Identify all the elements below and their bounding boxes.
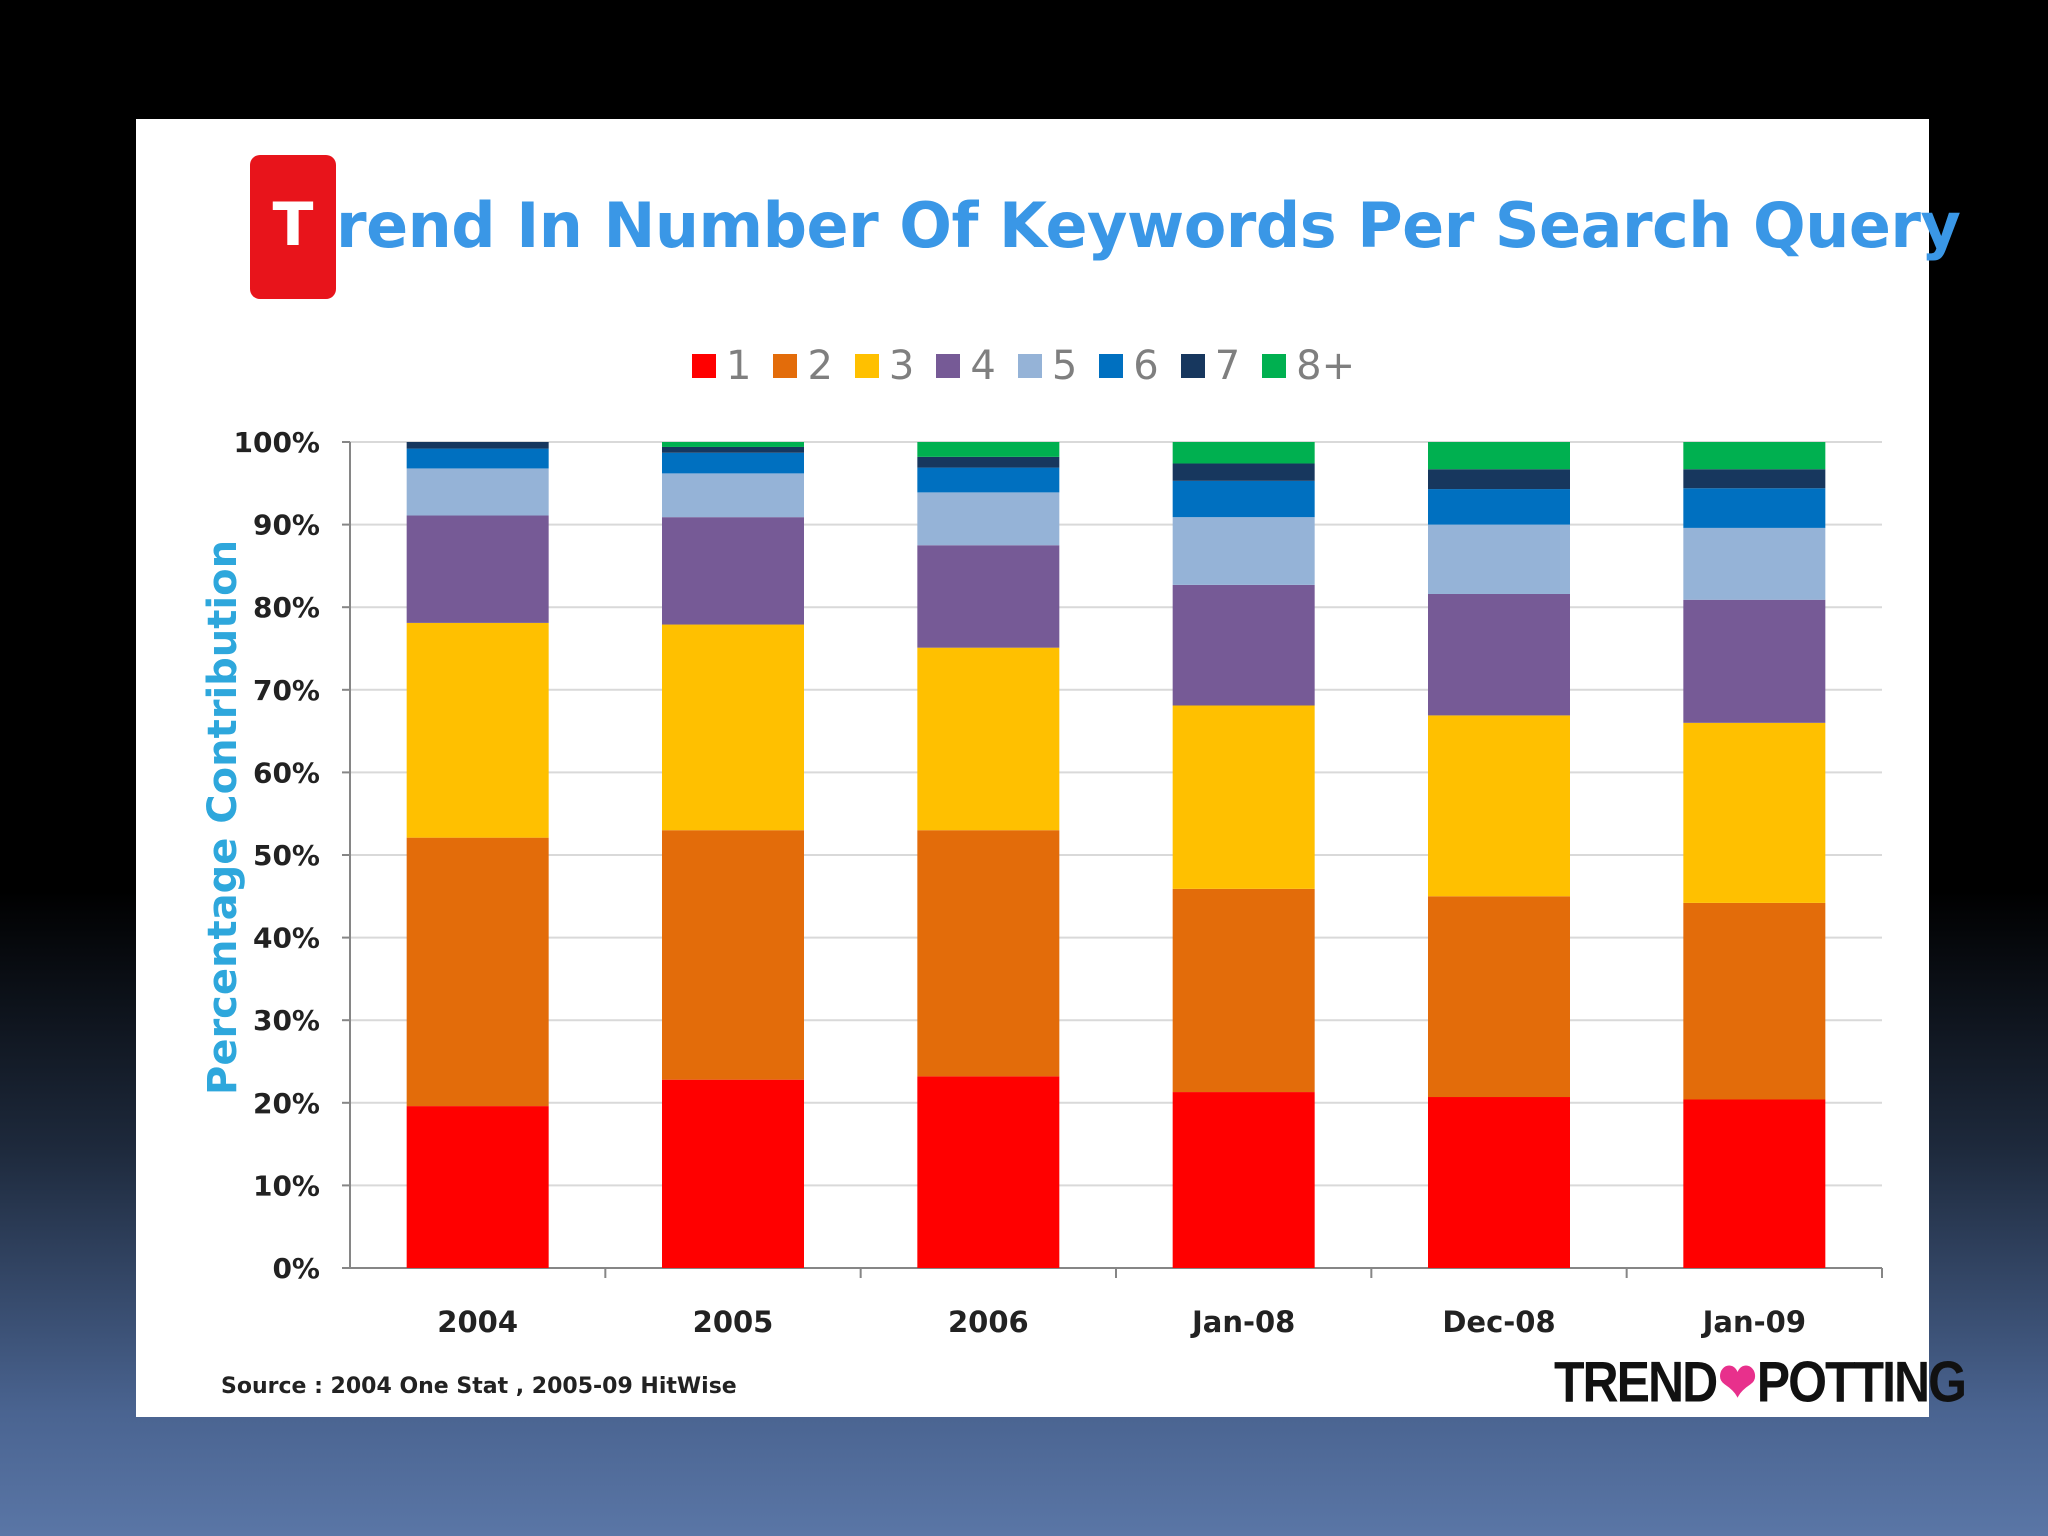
bar-segment [662,624,804,831]
legend-label: 7 [1214,343,1241,389]
x-tick-label: 2005 [693,1305,774,1339]
bar-segment [1428,593,1570,716]
bar-segment [1172,705,1315,889]
bar-segment [406,515,549,623]
legend-label: 1 [726,343,752,389]
bar-segment [1428,442,1570,470]
bar-segment [1683,722,1826,903]
legend-item-3: 3 [854,343,915,389]
legend-item-1: 1 [692,343,751,389]
logo-text-right: POTTING [1756,1349,1967,1415]
stacked-bar-chart: 0% 10% 20% 30% 40% 50% 60% 70% 80% 90% 100% 2004 200… [233,426,1883,1339]
bar-segment [917,830,1060,1077]
legend-swatch [1262,354,1287,378]
x-tick-label: Jan-08 [1190,1305,1295,1339]
source-note: Source : 2004 One Stat , 2005-09 HitWise [221,1374,737,1399]
bar-segment [406,1106,549,1268]
x-tick-label: 2006 [948,1305,1029,1339]
legend-swatch [1099,354,1124,378]
bar-segment [917,1076,1060,1268]
bar-segment [662,442,804,447]
legend-item-5: 5 [1017,343,1078,389]
bar-segment [406,448,549,469]
bar-segment [1683,902,1826,1100]
logo-text-left: TREND [1554,1349,1718,1415]
bar-segment [1428,524,1570,594]
legend-swatch [854,354,879,378]
legend-swatch [692,354,716,378]
bar-segment [917,456,1060,468]
y-tick-label: 80% [253,591,320,624]
bar-segment [1172,463,1315,481]
y-tick-label: 20% [253,1087,320,1120]
bar-segment [1683,527,1826,600]
bar-segment [1428,715,1570,897]
bar-segment [662,1079,804,1268]
legend-label: 5 [1051,343,1078,389]
bar-segment [1428,489,1570,525]
bar-segment [406,442,549,449]
bar-segment [917,647,1060,831]
legend-label: 3 [888,343,915,389]
y-tick-label: 30% [253,1004,320,1037]
bar-segment [662,446,804,453]
legend-swatch [936,354,961,378]
bar-segment [1683,1099,1826,1268]
y-tick-label: 40% [253,922,320,955]
y-tick-label: 50% [253,839,320,872]
legend-item-4: 4 [936,343,996,389]
bar-segment [917,442,1060,457]
legend-item-7: 7 [1180,343,1241,389]
logo-heart-icon: ❤ [1718,1352,1757,1412]
bar-segment [917,492,1060,546]
legend-label: 6 [1133,343,1159,389]
y-tick-label: 90% [253,509,320,542]
bar-segment [406,837,549,1107]
bar-segment [917,545,1060,648]
legend-label: 2 [807,343,833,389]
bar-segment [1172,480,1315,518]
chart-title: rend In Number Of Keywords Per Search Qu… [336,189,1961,262]
x-tick-label: Dec-08 [1442,1305,1555,1339]
bar-segment [1172,442,1315,464]
legend-label: 8+ [1296,343,1356,389]
bar-segment [1172,517,1315,585]
bar-segment [1172,1092,1315,1268]
x-tick-label: 2004 [437,1305,518,1339]
x-tick-label: Jan-09 [1701,1305,1806,1339]
y-tick-label: 60% [253,756,320,789]
title-badge: T [250,155,336,299]
bar-segment [406,622,549,838]
bar-segment [1428,469,1570,490]
legend-item-2: 2 [773,343,833,389]
bar-segment [1172,888,1315,1093]
bar-segment [1428,896,1570,1098]
bar-segment [662,517,804,625]
trendspotting-logo: TREND ❤ POTTING [1554,1349,1967,1416]
slide: T rend In Number Of Keywords Per Search … [136,119,1967,1417]
legend-item-6: 6 [1099,343,1159,389]
legend-label: 4 [970,343,996,389]
bar-segment [1428,1097,1570,1268]
bar-segment [917,467,1060,493]
bar-segment [406,468,549,516]
chart-legend: 1 2 3 4 5 6 7 8+ [692,341,1377,391]
legend-swatch [1180,354,1205,378]
legend-swatch [773,354,798,378]
y-tick-label: 10% [253,1169,320,1202]
bar-segment [1683,469,1826,489]
bar-segment [662,830,804,1080]
y-tick-label: 100% [233,426,320,459]
legend-swatch [1017,354,1042,378]
y-tick-label: 0% [272,1252,320,1285]
bar-segment [1683,599,1826,723]
bar-segment [662,452,804,474]
bar-segment [662,473,804,518]
bar-segment [1683,488,1826,528]
bar-segment [1172,584,1315,706]
legend-item-8plus: 8+ [1262,343,1355,389]
y-tick-label: 70% [253,674,320,707]
bar-segment [1683,442,1826,470]
